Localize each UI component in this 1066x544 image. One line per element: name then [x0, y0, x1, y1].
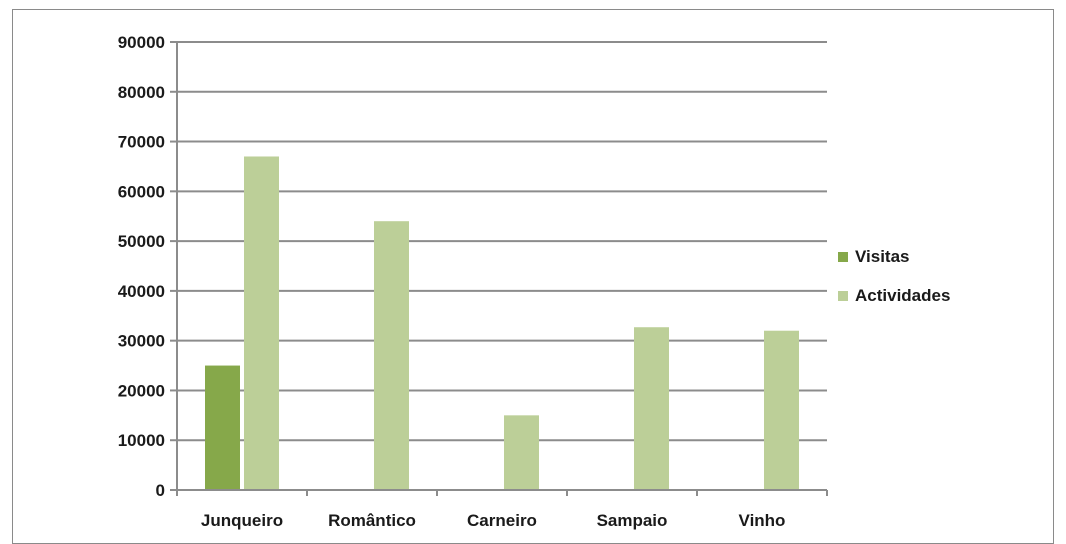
y-tick-label: 20000 [118, 381, 165, 400]
bars [205, 156, 799, 490]
x-tick-label: Junqueiro [201, 511, 283, 530]
y-tick-label: 30000 [118, 332, 165, 351]
gridlines [177, 41, 827, 442]
x-tick-label: Romântico [328, 511, 416, 530]
y-tick-label: 90000 [118, 33, 165, 52]
legend-background [834, 238, 1004, 318]
y-tick-label: 70000 [118, 133, 165, 152]
bar-actividades-1 [374, 221, 409, 490]
x-tick-label: Carneiro [467, 511, 537, 530]
y-axis-ticks: 0 10000 20000 30000 40000 50000 60000 70000 8000… [118, 33, 178, 500]
legend-swatch [838, 252, 848, 262]
bar-actividades-0 [244, 156, 279, 490]
x-axis: Junqueiro Romântico Carneiro Sampaio Vinho [176, 489, 828, 530]
legend-label: Actividades [855, 286, 950, 305]
y-tick-label: 40000 [118, 282, 165, 301]
y-tick-label: 50000 [118, 232, 165, 251]
y-tick-label: 10000 [118, 431, 165, 450]
x-tick-label: Sampaio [597, 511, 668, 530]
bar-visitas-0 [205, 365, 240, 490]
y-tick-label: 0 [156, 481, 165, 500]
legend: Visitas Actividades [834, 238, 1004, 318]
legend-swatch [838, 291, 848, 301]
bar-actividades-3 [634, 327, 669, 490]
y-tick-label: 80000 [118, 83, 165, 102]
bar-actividades-2 [504, 415, 539, 490]
x-tick-label: Vinho [739, 511, 786, 530]
bar-actividades-4 [764, 330, 799, 490]
y-tick-label: 60000 [118, 182, 165, 201]
legend-label: Visitas [855, 247, 910, 266]
